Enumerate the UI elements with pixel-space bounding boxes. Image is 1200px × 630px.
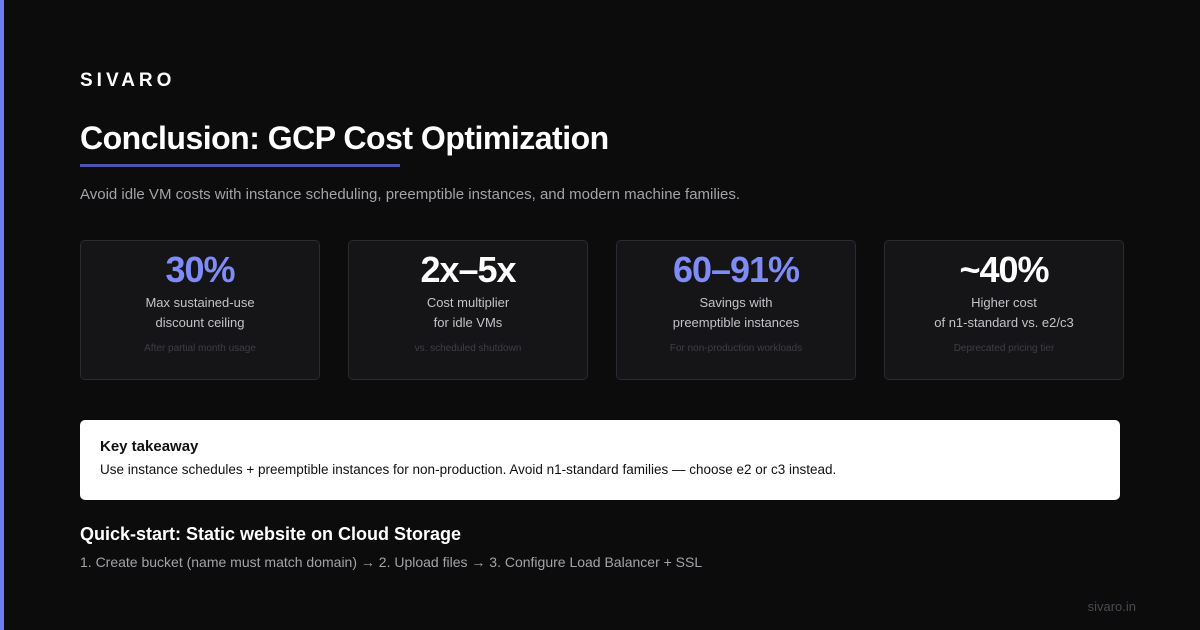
takeaway-text: Use instance schedules + preemptible ins… [100, 462, 837, 477]
stat-label-line: discount ceiling [155, 315, 245, 330]
stat-note: vs. scheduled shutdown [414, 343, 522, 354]
title-rule [80, 164, 400, 167]
stat-cards: 30% Max sustained-use discount ceiling Afte… [80, 240, 1124, 380]
stat-label: Cost multiplier for idle VMs [349, 293, 587, 333]
accent-bar [0, 0, 4, 630]
stat-label: Savings with preemptible instances [617, 293, 855, 333]
stat-value: ~40% [959, 249, 1049, 290]
takeaway: Key takeaway Use instance schedules + pr… [80, 420, 1120, 500]
stat-label-line: Savings with [699, 295, 773, 310]
stat-card: ~40% Higher cost of n1-standard vs. e2/c3 D… [884, 240, 1124, 380]
stat-label-line: Higher cost [971, 295, 1037, 310]
stat-note: Deprecated pricing tier [953, 343, 1055, 354]
stat-note: For non-production workloads [669, 343, 803, 354]
stat-label: Higher cost of n1-standard vs. e2/c3 [885, 293, 1123, 333]
stat-label-line: Max sustained-use [145, 295, 255, 310]
quickstart-steps: 1. Create bucket (name must match domain… [80, 554, 703, 570]
stat-value: 60–91% [672, 249, 800, 290]
stat-card: 60–91% Savings with preemptible instances F… [616, 240, 856, 380]
stat-note: After partial month usage [144, 343, 256, 354]
stat-card: 2x–5x Cost multiplier for idle VMs vs. sche… [348, 240, 588, 380]
footer: sivaro.in [1087, 599, 1136, 614]
takeaway-title: Key takeaway [100, 438, 199, 455]
stat-value: 30% [165, 249, 235, 290]
stat-label-line: preemptible instances [672, 315, 800, 330]
stat-label-line: for idle VMs [433, 315, 503, 330]
stat-label: Max sustained-use discount ceiling [81, 293, 319, 333]
quickstart-title: Quick-start: Static website on Cloud Sto… [80, 524, 462, 544]
stat-label-line: of n1-standard vs. e2/c3 [934, 315, 1074, 330]
stat-label-line: Cost multiplier [426, 295, 510, 310]
subtitle: Avoid idle VM costs with instance schedu… [80, 186, 741, 203]
title: Conclusion: GCP Cost Optimization [80, 120, 609, 156]
brand: SIVARO [80, 70, 176, 91]
stat-card: 30% Max sustained-use discount ceiling Afte… [80, 240, 320, 380]
stat-value: 2x–5x [420, 249, 516, 290]
